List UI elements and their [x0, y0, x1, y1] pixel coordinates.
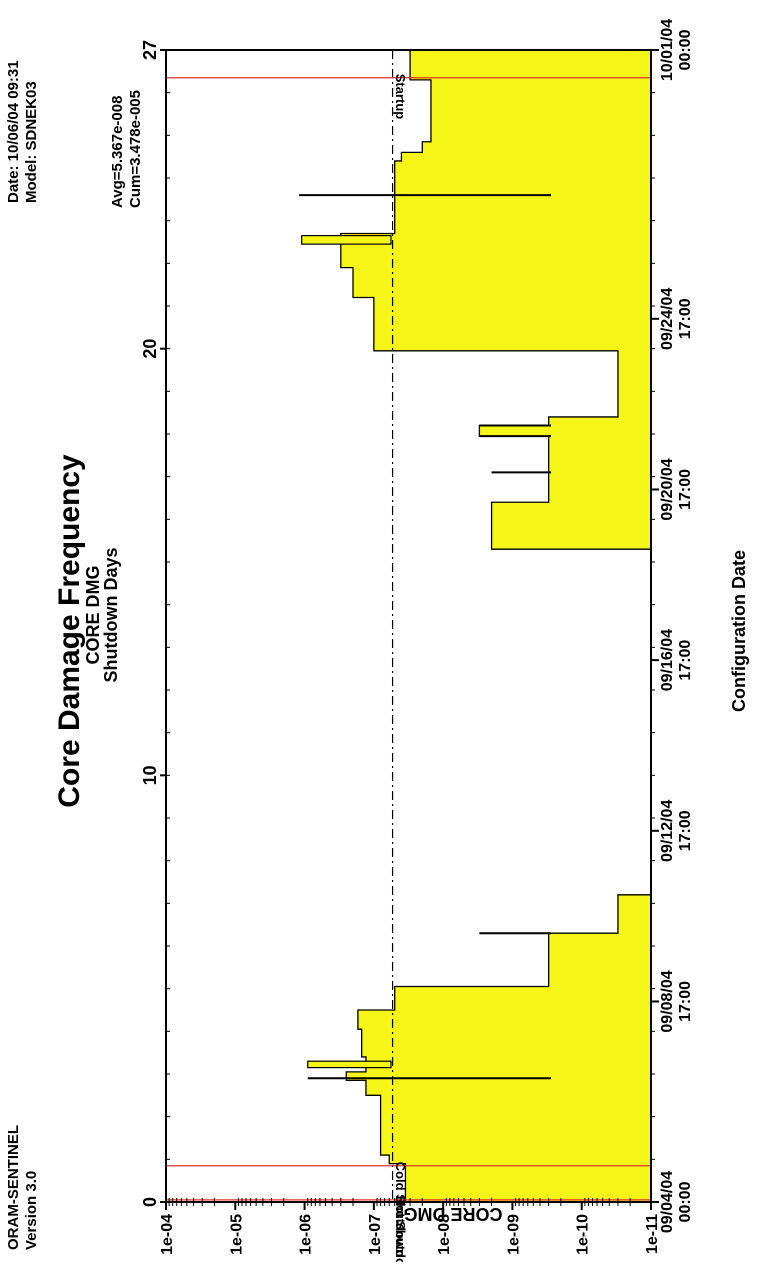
- stat-average: Avg=5.367e-008: [109, 96, 126, 208]
- date-tick-label: 00:00: [677, 1181, 694, 1222]
- log-tick-label: 1e-07: [367, 1214, 384, 1255]
- log-tick-label: 1e-11: [644, 1214, 661, 1254]
- log-tick-label: 1e-04: [159, 1214, 176, 1255]
- date-tick-label: 17:00: [677, 298, 694, 339]
- day-tick-label: 0: [140, 1197, 160, 1207]
- date-tick-label: 17:00: [677, 810, 694, 851]
- log-tick-label: 1e-06: [298, 1214, 315, 1255]
- peak-bar: [307, 1060, 392, 1069]
- date-tick-label: 09/08/04: [659, 970, 676, 1032]
- day-tick-label: 27: [140, 40, 160, 60]
- model-name: Model: SDNEK03: [23, 81, 40, 203]
- date-tick-label: 17:00: [677, 981, 694, 1022]
- date-tick-label: 09/12/04: [659, 800, 676, 862]
- date-tick-label: 10/01/04: [659, 19, 676, 81]
- peak-bar: [301, 235, 392, 245]
- x-axis-title: Configuration Date: [729, 550, 749, 712]
- chart-subtitle-1: CORE DMG: [83, 566, 103, 665]
- product-name: ORAM-SENTINEL: [5, 1125, 22, 1250]
- chart-title: Core Damage Frequency: [53, 454, 86, 808]
- log-tick-label: 1e-09: [505, 1214, 522, 1255]
- report-date: Date: 10/06/04 09:31: [5, 60, 22, 203]
- log-tick-label: 1e-10: [575, 1214, 592, 1255]
- chart-subtitle-2: Shutdown Days: [101, 547, 121, 682]
- date-tick-label: 09/04/04: [659, 1171, 676, 1233]
- date-tick-label: 17:00: [677, 640, 694, 681]
- log-tick-label: 1e-05: [228, 1214, 245, 1255]
- date-tick-label: 17:00: [677, 469, 694, 510]
- stat-cumulative: Cum=3.478e-005: [127, 90, 144, 208]
- event-label: Startup: [393, 74, 408, 120]
- plot-frame: [165, 49, 652, 1203]
- date-tick-label: 00:00: [677, 29, 694, 70]
- product-version: Version 3.0: [23, 1171, 40, 1250]
- event-label: Hot Shutdown: [393, 1196, 408, 1262]
- date-tick-label: 09/16/04: [659, 629, 676, 691]
- date-tick-label: 09/24/04: [659, 288, 676, 350]
- series-area: [340, 49, 652, 1203]
- y-axis-title: CORE DMG: [404, 1204, 503, 1224]
- day-tick-label: 10: [140, 765, 160, 785]
- log-tick-label: 1e-08: [436, 1214, 453, 1255]
- event-label: Cold Shutdown: [393, 1162, 408, 1257]
- date-tick-label: 09/20/04: [659, 458, 676, 520]
- day-tick-label: 20: [140, 339, 160, 359]
